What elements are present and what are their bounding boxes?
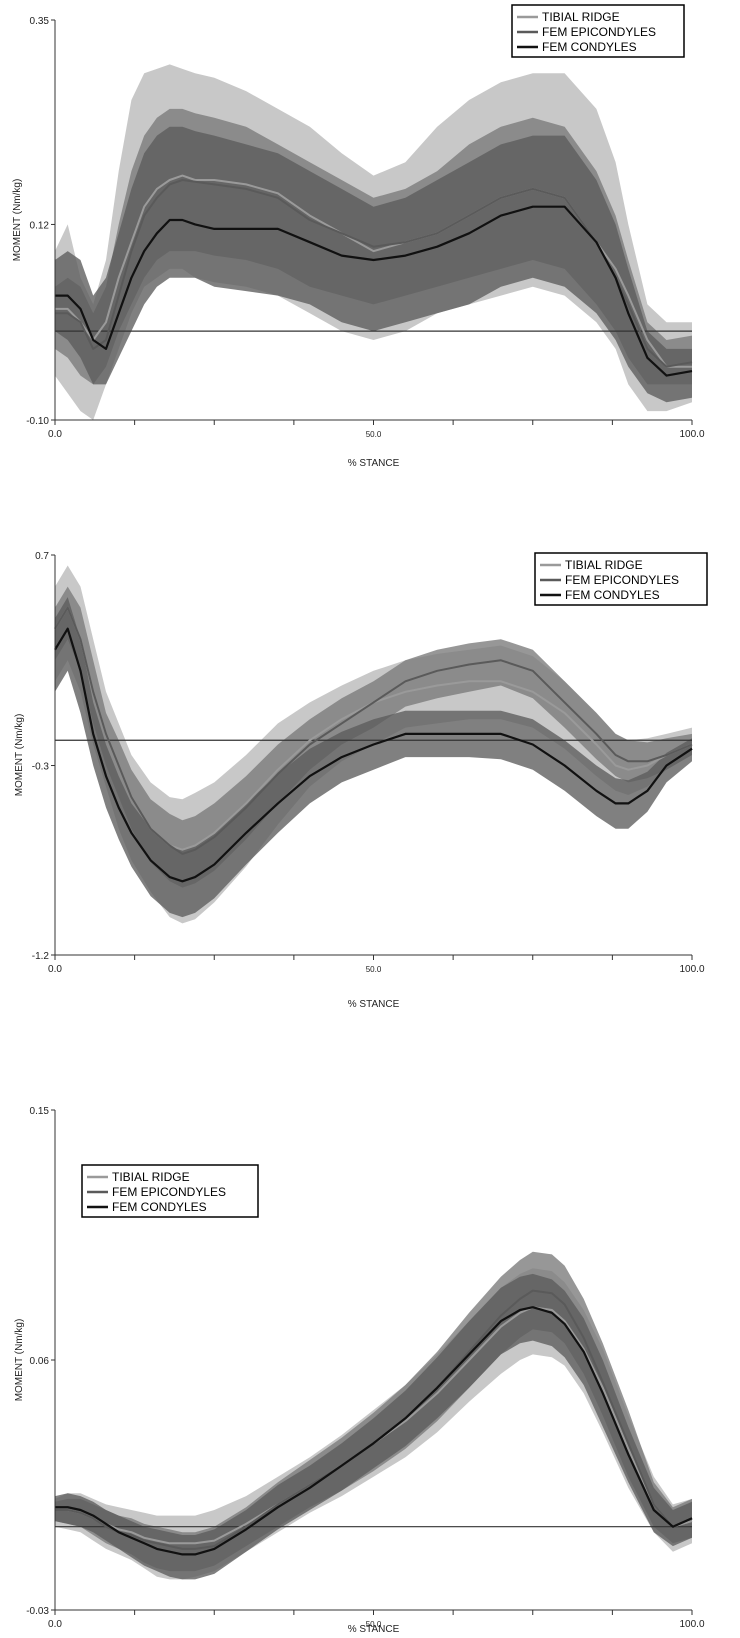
y-tick-label: -0.10: [26, 416, 49, 427]
chart-panel-2: 0.0 50.0 100.0 0.7 -0.3 -1.2 % STANCE MOMENT (N…: [0, 535, 740, 1025]
band-fem-condyles: [55, 126, 692, 403]
x-axis-title: % STANCE: [348, 1624, 400, 1635]
x-tick-label: 100.0: [679, 429, 704, 440]
line-fem-condyles: [55, 1306, 693, 1556]
legend-label-fem-epicondyles: FEM EPICONDYLES: [542, 25, 656, 39]
moment-chart-3: 0.0 50.0 100.0 0.15 0.06 -0.03 % STANCE MOMENT …: [14, 1106, 705, 1635]
x-axis-title: % STANCE: [348, 999, 400, 1010]
y-tick-label: -0.3: [32, 762, 50, 773]
line-fem-condyles: [54, 627, 693, 883]
y-axis-title: MOMENT (Nm/kg): [12, 179, 23, 262]
x-tick-label: 50.0: [366, 1620, 382, 1629]
y-tick-label: 0.7: [35, 551, 49, 562]
legend-box: [81, 1164, 259, 1218]
legend-label-fem-condyles: FEM CONDYLES: [112, 1200, 207, 1214]
legend-label-tibial-ridge: TIBIAL RIDGE: [565, 558, 643, 572]
legend-box: [511, 4, 685, 58]
chart-panel-1: 0.0 50.0 100.0 0.35 0.12 -0.10 % STANCE MOMENT …: [0, 0, 740, 490]
line-fem-epicondyles: [54, 606, 693, 855]
x-tick-label: 0.0: [48, 1619, 62, 1630]
y-tick-label: -0.03: [26, 1606, 49, 1617]
legend-label-tibial-ridge: TIBIAL RIDGE: [112, 1170, 190, 1184]
y-tick-label: 0.12: [30, 220, 50, 231]
line-fem-condyles: [55, 205, 693, 377]
band-fem-condyles: [55, 1273, 692, 1580]
legend-label-fem-epicondyles: FEM EPICONDYLES: [112, 1185, 226, 1199]
legend-box: [534, 552, 708, 606]
x-tick-label: 50.0: [366, 965, 382, 974]
chart-panel-3: 0.0 50.0 100.0 0.15 0.06 -0.03 % STANCE MOMENT …: [0, 1080, 740, 1638]
legend-label-fem-epicondyles: FEM EPICONDYLES: [565, 573, 679, 587]
x-axis-title: % STANCE: [348, 458, 400, 469]
x-tick-label: 0.0: [48, 429, 62, 440]
band-fem-epicondyles: [55, 586, 692, 888]
y-tick-label: 0.35: [30, 16, 50, 27]
x-tick-label: 0.0: [48, 964, 62, 975]
y-axis-title: MOMENT (Nm/kg): [14, 714, 25, 797]
legend-label-fem-condyles: FEM CONDYLES: [542, 40, 637, 54]
y-axis-title: MOMENT (Nm/kg): [14, 1319, 25, 1402]
legend-label-tibial-ridge: TIBIAL RIDGE: [542, 10, 620, 24]
y-tick-label: 0.06: [30, 1356, 50, 1367]
moment-chart-2: 0.0 50.0 100.0 0.7 -0.3 -1.2 % STANCE MOMENT (N…: [14, 551, 708, 1010]
x-tick-label: 100.0: [679, 964, 704, 975]
x-tick-label: 100.0: [679, 1619, 704, 1630]
x-tick-label: 50.0: [366, 430, 382, 439]
legend-label-fem-condyles: FEM CONDYLES: [565, 588, 660, 602]
y-tick-label: -1.2: [32, 951, 50, 962]
y-tick-label: 0.15: [30, 1106, 50, 1117]
moment-chart-1: 0.0 50.0 100.0 0.35 0.12 -0.10 % STANCE MOMENT …: [12, 4, 705, 469]
